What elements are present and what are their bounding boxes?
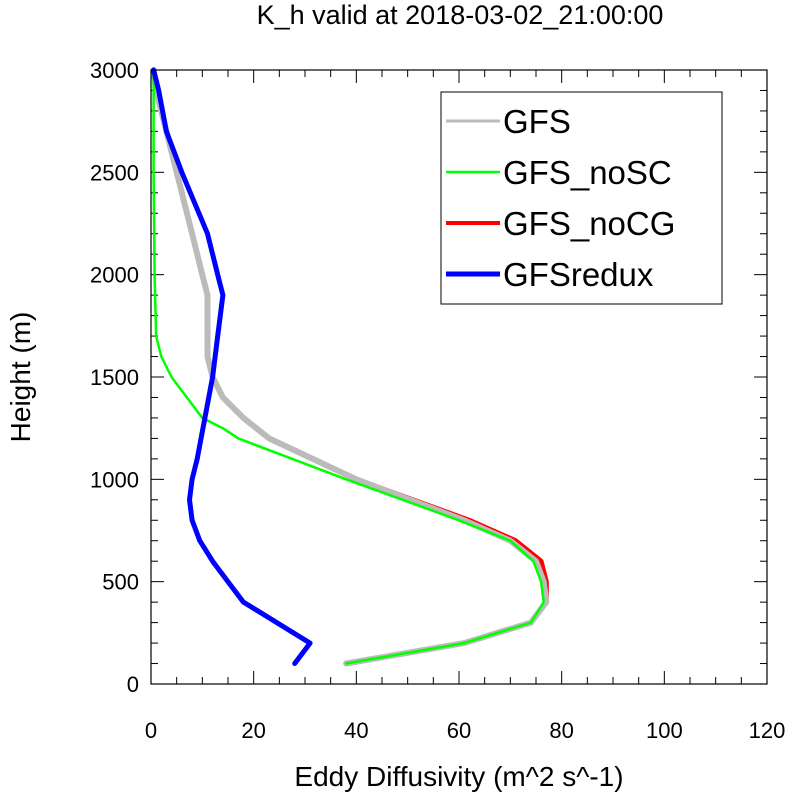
y-tick-label: 3000 [90,58,139,83]
x-tick-label: 60 [447,718,471,743]
axis-ticks [150,69,768,685]
legend-label: GFS_noSC [503,154,672,191]
legend-label: GFS_noCG [503,205,675,242]
series-line-gfsredux [151,67,313,666]
chart-title: K_h valid at 2018-03-02_21:00:00 [257,0,664,30]
y-axis-title: Height (m) [5,312,36,443]
series-lines [150,67,550,667]
x-tick-label: 40 [344,718,368,743]
x-tick-label: 20 [241,718,265,743]
y-tick-label: 500 [102,570,139,595]
x-axis-title: Eddy Diffusivity (m^2 s^-1) [294,761,623,792]
legend-label: GFS [503,103,571,140]
y-tick-label: 0 [127,672,139,697]
plot-frame [150,69,768,685]
y-tick-label: 1500 [90,365,139,390]
x-tick-label: 120 [749,718,786,743]
legend-box [440,91,723,305]
x-tick-label: 80 [549,718,573,743]
legend-label: GFSredux [503,256,654,293]
legend: GFS GFS_noSC GFS_noCG GFSredux [440,91,723,305]
y-tick-label: 1000 [90,467,139,492]
series-line-gfs-nosc [152,68,545,665]
y-tick-label: 2000 [90,263,139,288]
tick-labels: 0 20 40 60 80 100 120 0 500 1000 1500 2000 2500 3000 [90,58,785,743]
x-tick-label: 0 [145,718,157,743]
y-tick-label: 2500 [90,160,139,185]
series-line-gfs [150,67,550,667]
x-tick-label: 100 [646,718,683,743]
